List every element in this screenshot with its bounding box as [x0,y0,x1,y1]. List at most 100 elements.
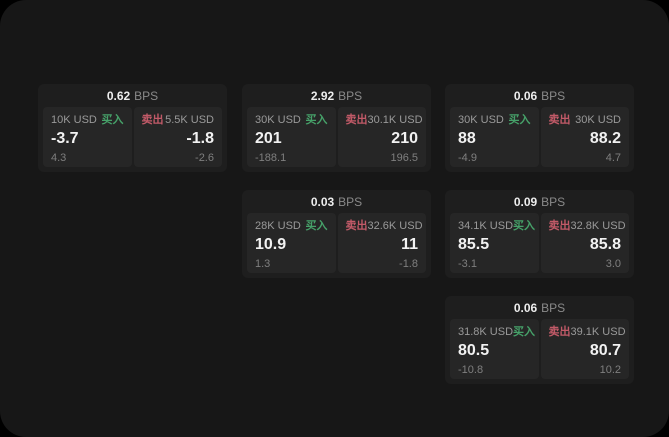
sell-panel[interactable]: 卖出 32.8K USD 85.8 3.0 [540,213,629,273]
quote-panels: 10K USD 买入 -3.7 4.3 卖出 5.5K USD -1.8 -2.… [38,107,227,167]
bps-unit-label: BPS [541,88,566,103]
buy-amount: 28K USD [255,220,301,232]
sell-delta: 10.2 [599,364,621,376]
sell-delta: -1.8 [399,258,418,270]
sell-panel-top: 卖出 39.1K USD [548,326,626,339]
sell-panel[interactable]: 卖出 5.5K USD -1.8 -2.6 [133,107,222,167]
sell-price: 80.7 [589,342,621,359]
sell-side-label: 卖出 [345,220,368,232]
quote-panels: 30K USD 买入 201 -188.1 卖出 30.1K USD 210 1… [242,107,431,167]
sell-price: 11 [401,236,418,253]
buy-panel-top: 30K USD 买入 [458,114,531,127]
quote-panels: 28K USD 买入 10.9 1.3 卖出 32.6K USD 11 -1.8 [242,213,431,273]
sell-amount: 32.8K USD [570,220,626,232]
bps-value: 2.92 [310,88,335,103]
bps-header: 0.62 BPS [38,84,227,107]
sell-panel-top: 卖出 30.1K USD [345,114,423,127]
quote-card: 0.09 BPS 34.1K USD 买入 85.5 -3.1 卖出 32.8K… [445,190,634,278]
buy-panel[interactable]: 30K USD 买入 201 -188.1 [247,107,336,167]
buy-price: 10.9 [255,236,287,253]
bps-value: 0.62 [106,88,131,103]
sell-amount: 39.1K USD [570,326,626,338]
buy-amount: 10K USD [51,114,97,126]
bps-header: 0.03 BPS [242,190,431,213]
sell-panel-top: 卖出 32.8K USD [548,220,626,233]
buy-amount: 30K USD [255,114,301,126]
sell-panel[interactable]: 卖出 32.6K USD 11 -1.8 [337,213,426,273]
buy-panel-top: 28K USD 买入 [255,220,328,233]
sell-side-label: 卖出 [548,220,571,232]
buy-panel-top: 30K USD 买入 [255,114,328,127]
buy-delta: 4.3 [51,152,67,164]
bps-header: 2.92 BPS [242,84,431,107]
buy-price: 201 [255,130,282,147]
bps-unit-label: BPS [338,194,363,209]
buy-panel[interactable]: 10K USD 买入 -3.7 4.3 [43,107,132,167]
buy-side-label: 买入 [508,114,531,126]
sell-delta: 4.7 [605,152,621,164]
sell-delta: -2.6 [195,152,214,164]
sell-price: 210 [391,130,418,147]
bps-header: 0.06 BPS [445,84,634,107]
quote-card: 0.06 BPS 31.8K USD 买入 80.5 -10.8 卖出 39.1… [445,296,634,384]
sell-delta: 3.0 [605,258,621,270]
buy-panel[interactable]: 34.1K USD 买入 85.5 -3.1 [450,213,539,273]
buy-delta: -4.9 [458,152,477,164]
quote-card: 0.06 BPS 30K USD 买入 88 -4.9 卖出 30K USD 8… [445,84,634,172]
buy-panel[interactable]: 30K USD 买入 88 -4.9 [450,107,539,167]
bps-unit-label: BPS [541,300,566,315]
buy-side-label: 买入 [305,220,328,232]
buy-side-label: 买入 [305,114,328,126]
buy-delta: -3.1 [458,258,477,270]
sell-panel-top: 卖出 30K USD [549,114,622,127]
sell-panel-top: 卖出 32.6K USD [345,220,423,233]
buy-panel[interactable]: 31.8K USD 买入 80.5 -10.8 [450,319,539,379]
sell-side-label: 卖出 [345,114,368,126]
sell-panel[interactable]: 卖出 30.1K USD 210 196.5 [337,107,426,167]
quote-panels: 34.1K USD 买入 85.5 -3.1 卖出 32.8K USD 85.8… [445,213,634,273]
buy-panel-top: 31.8K USD 买入 [458,326,535,339]
bps-unit-label: BPS [134,88,159,103]
quote-panels: 30K USD 买入 88 -4.9 卖出 30K USD 88.2 4.7 [445,107,634,167]
buy-amount: 34.1K USD [458,220,514,232]
quote-card: 0.62 BPS 10K USD 买入 -3.7 4.3 卖出 5.5K USD… [38,84,227,172]
buy-price: 88 [458,130,476,147]
sell-amount: 30K USD [575,114,621,126]
quote-card: 2.92 BPS 30K USD 买入 201 -188.1 卖出 30.1K … [242,84,431,172]
sell-panel[interactable]: 卖出 39.1K USD 80.7 10.2 [540,319,629,379]
bps-value: 0.06 [513,88,538,103]
bps-value: 0.09 [513,194,538,209]
buy-price: 80.5 [458,342,490,359]
quote-card: 0.03 BPS 28K USD 买入 10.9 1.3 卖出 32.6K US… [242,190,431,278]
bps-value: 0.06 [513,300,538,315]
buy-side-label: 买入 [513,326,536,338]
sell-amount: 30.1K USD [367,114,423,126]
bps-header: 0.09 BPS [445,190,634,213]
buy-amount: 30K USD [458,114,504,126]
sell-panel[interactable]: 卖出 30K USD 88.2 4.7 [540,107,629,167]
buy-panel[interactable]: 28K USD 买入 10.9 1.3 [247,213,336,273]
sell-amount: 32.6K USD [367,220,423,232]
sell-side-label: 卖出 [141,114,164,126]
sell-price: 88.2 [589,130,621,147]
buy-price: -3.7 [51,130,79,147]
buy-delta: -188.1 [255,152,287,164]
buy-delta: 1.3 [255,258,271,270]
sell-side-label: 卖出 [548,114,571,126]
bps-header: 0.06 BPS [445,296,634,319]
bps-unit-label: BPS [338,88,363,103]
sell-amount: 5.5K USD [165,114,214,126]
buy-side-label: 买入 [513,220,536,232]
buy-delta: -10.8 [458,364,484,376]
sell-price: 85.8 [589,236,621,253]
buy-panel-top: 34.1K USD 买入 [458,220,535,233]
buy-panel-top: 10K USD 买入 [51,114,124,127]
bps-unit-label: BPS [541,194,566,209]
sell-delta: 196.5 [390,152,418,164]
sell-panel-top: 卖出 5.5K USD [142,114,215,127]
sell-side-label: 卖出 [548,326,571,338]
buy-price: 85.5 [458,236,490,253]
buy-amount: 31.8K USD [458,326,514,338]
bps-value: 0.03 [310,194,335,209]
